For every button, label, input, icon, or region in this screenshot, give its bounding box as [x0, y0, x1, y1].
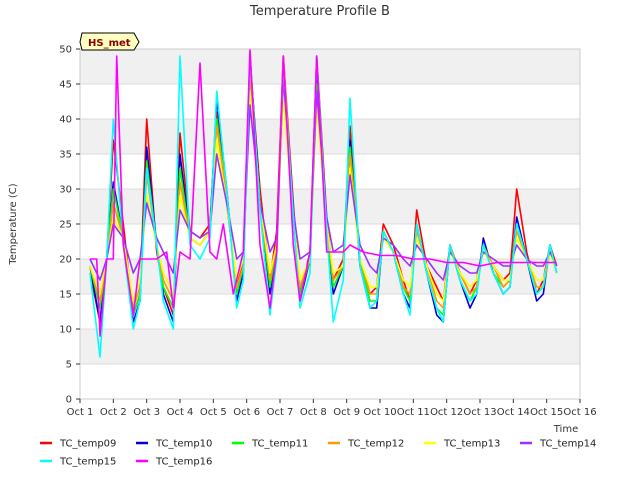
- x-tick-label: Oct 7: [267, 407, 294, 418]
- y-tick-label: 45: [59, 80, 72, 91]
- legend: TC_temp09 TC_temp10 TC_temp11 TC_temp12 TC_t…: [40, 439, 596, 468]
- y-tick-label: 5: [66, 360, 72, 371]
- x-tick-label: Oct 10: [363, 407, 396, 418]
- legend-label: TC_temp15: [59, 457, 116, 468]
- legend-item: TC_temp13: [424, 439, 500, 450]
- legend-label: TC_temp13: [443, 439, 500, 450]
- x-tick-label: Oct 14: [497, 407, 530, 418]
- y-tick-label: 15: [59, 290, 72, 301]
- series-line-tc-temp16: [90, 48, 557, 337]
- legend-label: TC_temp16: [155, 457, 212, 468]
- legend-item: TC_temp09: [40, 439, 116, 450]
- y-ticks: 0 5 10 15 20 25 30 35 40 45 50: [59, 45, 80, 406]
- legend-item: TC_temp10: [136, 439, 212, 450]
- legend-item: TC_temp14: [520, 439, 596, 450]
- x-tick-label: Oct 4: [167, 407, 194, 418]
- x-ticks: Oct 1 Oct 2 Oct 3 Oct 4 Oct 5 Oct 6 Oct 7 Oct 8…: [67, 399, 597, 418]
- plot-band: [80, 119, 580, 154]
- x-tick-label: Oct 15: [530, 407, 563, 418]
- x-tick-label: Oct 2: [100, 407, 127, 418]
- x-tick-label: Oct 13: [463, 407, 496, 418]
- legend-label: TC_temp09: [59, 439, 116, 450]
- y-tick-label: 0: [66, 395, 72, 406]
- legend-item: TC_temp15: [40, 457, 116, 468]
- legend-item: TC_temp16: [136, 457, 212, 468]
- y-tick-label: 25: [59, 220, 72, 231]
- hs-met-badge: HS_met: [79, 32, 140, 51]
- x-tick-label: Oct 1: [67, 407, 94, 418]
- x-tick-label: Oct 6: [233, 407, 260, 418]
- y-tick-label: 30: [59, 185, 72, 196]
- legend-item: TC_temp12: [328, 439, 404, 450]
- x-tick-label: Oct 11: [397, 407, 430, 418]
- series-layer: [89, 48, 558, 358]
- y-tick-label: 10: [59, 325, 72, 336]
- legend-label: TC_temp11: [251, 439, 308, 450]
- y-tick-label: 20: [59, 255, 72, 266]
- x-tick-label: Oct 9: [333, 407, 360, 418]
- y-tick-label: 35: [59, 150, 72, 161]
- series-line-tc-temp15: [89, 55, 558, 358]
- legend-item: TC_temp11: [232, 439, 308, 450]
- x-tick-label: Oct 16: [563, 407, 596, 418]
- x-axis-label: Time: [553, 424, 578, 435]
- legend-label: TC_temp14: [539, 439, 596, 450]
- x-tick-label: Oct 3: [133, 407, 160, 418]
- x-tick-label: Oct 12: [430, 407, 463, 418]
- legend-label: TC_temp10: [155, 439, 212, 450]
- plot-band: [80, 189, 580, 224]
- y-axis-label: Temperature (C): [8, 183, 19, 265]
- chart-title: Temperature Profile B: [249, 4, 390, 19]
- x-tick-label: Oct 8: [300, 407, 327, 418]
- x-tick-label: Oct 5: [200, 407, 227, 418]
- y-tick-label: 50: [59, 45, 72, 56]
- plot-band: [80, 329, 580, 364]
- y-tick-label: 40: [59, 115, 72, 126]
- legend-label: TC_temp12: [347, 439, 404, 450]
- badge-label: HS_met: [88, 38, 131, 49]
- plot-band: [80, 49, 580, 84]
